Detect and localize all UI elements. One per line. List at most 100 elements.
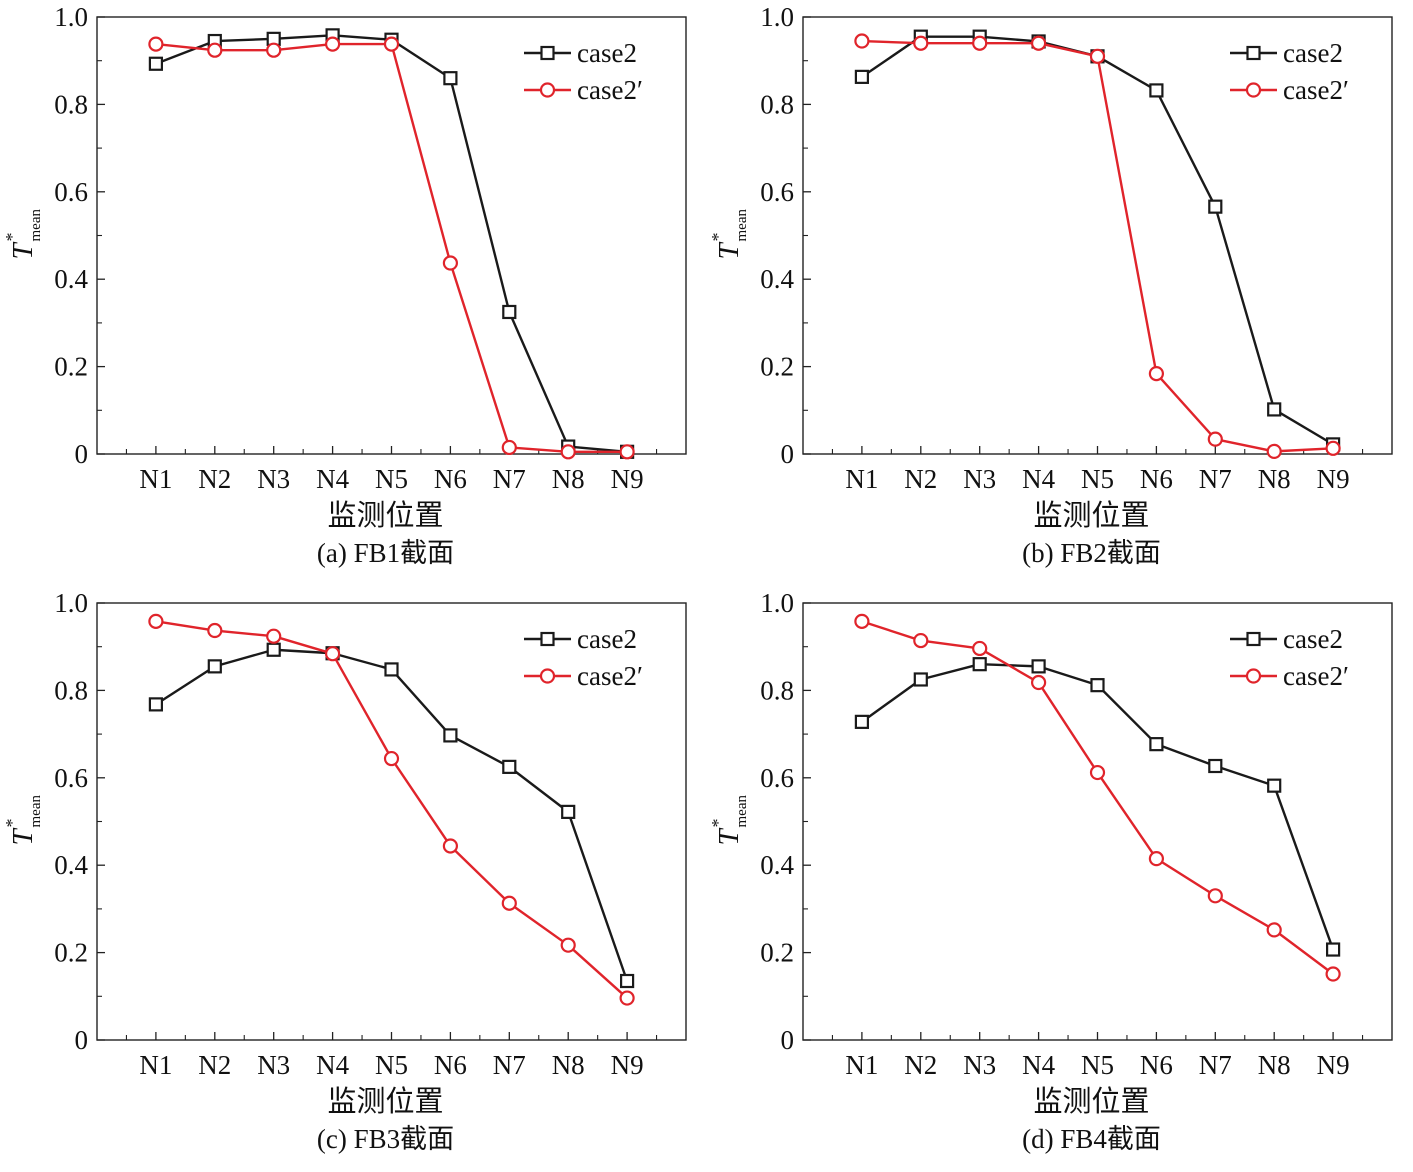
x-axis-label: 监测位置 bbox=[327, 499, 443, 532]
x-tick-label: N5 bbox=[375, 1050, 408, 1080]
y-tick-label: 0.6 bbox=[54, 177, 88, 207]
data-point-case2-prime bbox=[1148, 851, 1164, 867]
data-point-case2-prime bbox=[560, 937, 576, 953]
y-tick-label: 0.4 bbox=[760, 264, 794, 294]
y-axis-label-sup: * bbox=[708, 819, 728, 828]
data-point-case2 bbox=[443, 728, 458, 743]
data-point-case2-prime bbox=[1089, 764, 1106, 781]
data-point-case2-prime bbox=[325, 646, 341, 662]
x-tick-label: N6 bbox=[1140, 1050, 1173, 1080]
data-point-case2-prime bbox=[560, 444, 576, 460]
data-point-case2-prime bbox=[619, 990, 635, 1006]
y-tick-label: 0.6 bbox=[760, 177, 794, 207]
data-point-case2-prime bbox=[207, 622, 223, 639]
x-tick-label: N9 bbox=[611, 464, 644, 494]
x-tick-label: N6 bbox=[1140, 464, 1173, 494]
legend-label: case2′ bbox=[1283, 75, 1349, 105]
x-tick-label: N5 bbox=[375, 464, 408, 494]
legend-item-case2: case2 bbox=[524, 38, 637, 68]
y-tick-label: 0 bbox=[75, 439, 89, 469]
series-line-case2-prime bbox=[155, 620, 628, 999]
y-axis-label-base: T bbox=[713, 828, 745, 846]
data-point-case2 bbox=[561, 804, 576, 819]
data-point-case2 bbox=[1325, 942, 1341, 957]
data-point-case2-prime bbox=[501, 439, 517, 456]
legend-label: case2′ bbox=[577, 75, 643, 105]
series-line-case2 bbox=[861, 35, 1334, 446]
x-tick-label: N9 bbox=[611, 1050, 644, 1080]
x-tick-label: N9 bbox=[1317, 1050, 1350, 1080]
panel-caption: (d) FB4截面 bbox=[1022, 1124, 1161, 1154]
x-tick-label: N1 bbox=[139, 1050, 172, 1080]
legend-marker bbox=[1245, 668, 1262, 684]
series-line-case2-prime bbox=[861, 39, 1334, 453]
x-tick-label: N7 bbox=[493, 1050, 526, 1080]
y-tick-label: 1.0 bbox=[54, 588, 88, 618]
chart-panel-b: 0 0.2 0.4 0.6 0.8 1.0 N1 N2 N3 N4 N5 N6 N7 N8 N9 监测位置 (b… bbox=[706, 0, 1412, 586]
data-point-case2 bbox=[1208, 758, 1223, 774]
y-tick-label: 0 bbox=[781, 439, 795, 469]
legend-label: case2 bbox=[577, 624, 637, 654]
legend-item-case2-prime: case2′ bbox=[1230, 75, 1349, 105]
legend-marker bbox=[1246, 631, 1261, 647]
data-point-case2 bbox=[1267, 778, 1282, 793]
data-point-case2 bbox=[972, 657, 987, 672]
data-point-case2 bbox=[384, 662, 399, 677]
y-axis-label-sub: mean bbox=[28, 209, 44, 242]
legend-label: case2 bbox=[1283, 38, 1343, 68]
legend-marker bbox=[1246, 45, 1261, 61]
data-point-case2-prime bbox=[383, 36, 400, 52]
series-line-case2-prime bbox=[861, 620, 1334, 975]
x-tick-label: N8 bbox=[1258, 464, 1291, 494]
y-tick-label: 0.8 bbox=[760, 675, 794, 705]
data-point-case2 bbox=[148, 697, 163, 712]
chart-panel-a: 0 0.2 0.4 0.6 0.8 1.0 N1 N2 N3 N4 N5 N6 N7 N8 N9 监测位置 (a… bbox=[0, 0, 706, 586]
y-tick-label: 0.2 bbox=[54, 352, 88, 382]
y-axis-label-sup: * bbox=[2, 819, 22, 828]
series-line-case2 bbox=[861, 662, 1335, 950]
y-tick-label: 0.2 bbox=[760, 352, 794, 382]
legend-item-case2: case2 bbox=[1230, 624, 1343, 654]
data-point-case2-prime bbox=[1031, 674, 1047, 691]
data-point-case2 bbox=[1267, 402, 1282, 417]
legend-label: case2 bbox=[1283, 624, 1343, 654]
legend-marker bbox=[539, 82, 556, 98]
data-point-case2-prime bbox=[442, 255, 458, 271]
legend-marker bbox=[539, 668, 556, 684]
x-tick-label: N7 bbox=[493, 464, 526, 494]
x-tick-label: N2 bbox=[904, 464, 937, 494]
data-point-case2-prime bbox=[619, 444, 635, 460]
data-point-case2-prime bbox=[1207, 888, 1223, 904]
data-point-case2-prime bbox=[1207, 431, 1223, 447]
data-point-case2-prime bbox=[383, 750, 400, 767]
data-point-case2 bbox=[913, 672, 928, 687]
legend-marker bbox=[540, 631, 555, 647]
x-tick-label: N4 bbox=[1022, 464, 1055, 494]
y-tick-label: 1.0 bbox=[760, 588, 794, 618]
x-tick-label: N1 bbox=[845, 464, 878, 494]
data-point-case2-prime bbox=[148, 36, 164, 52]
legend-item-case2: case2 bbox=[1230, 38, 1343, 68]
y-tick-label: 1.0 bbox=[760, 2, 794, 32]
data-point-case2-prime bbox=[501, 895, 517, 911]
x-axis-label: 监测位置 bbox=[327, 1085, 443, 1118]
data-point-case2 bbox=[1031, 659, 1046, 674]
data-point-case2-prime bbox=[148, 613, 164, 629]
y-axis-label: T* mean bbox=[708, 795, 750, 846]
y-tick-label: 0.6 bbox=[54, 763, 88, 793]
data-point-case2 bbox=[443, 71, 458, 86]
data-point-case2-prime bbox=[1325, 440, 1341, 456]
legend-item-case2: case2 bbox=[524, 624, 637, 654]
data-point-case2-prime bbox=[1031, 35, 1047, 51]
y-tick-label: 0.6 bbox=[760, 763, 794, 793]
data-point-case2-prime bbox=[972, 640, 988, 657]
legend-marker bbox=[1245, 82, 1262, 98]
legend-item-case2-prime: case2′ bbox=[524, 75, 643, 105]
data-point-case2-prime bbox=[913, 632, 929, 649]
data-point-case2-prime bbox=[854, 613, 870, 629]
data-point-case2-prime bbox=[1325, 966, 1341, 982]
data-point-case2 bbox=[854, 69, 869, 84]
panel-caption: (c) FB3截面 bbox=[317, 1124, 454, 1154]
data-point-case2 bbox=[1208, 199, 1223, 214]
data-point-case2 bbox=[207, 659, 222, 674]
